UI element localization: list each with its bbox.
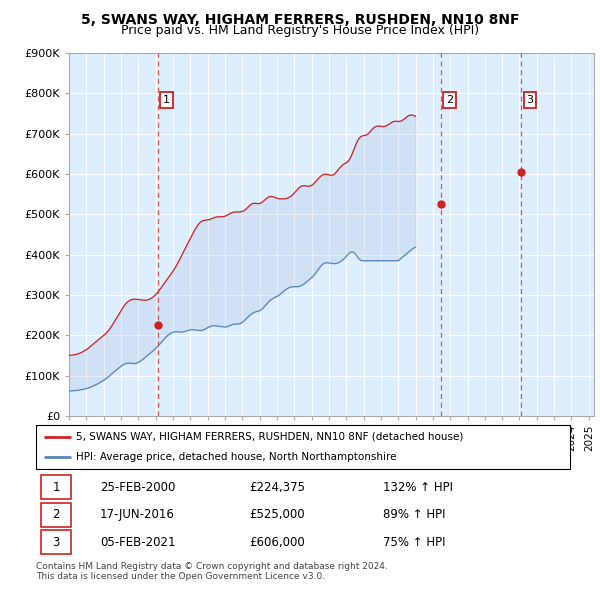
Text: £525,000: £525,000 [250, 508, 305, 522]
Text: 2: 2 [52, 508, 60, 522]
Text: £224,375: £224,375 [250, 481, 305, 494]
Text: 132% ↑ HPI: 132% ↑ HPI [383, 481, 453, 494]
Text: 17-JUN-2016: 17-JUN-2016 [100, 508, 175, 522]
Text: 1: 1 [163, 95, 170, 105]
Text: Contains HM Land Registry data © Crown copyright and database right 2024.: Contains HM Land Registry data © Crown c… [36, 562, 388, 571]
Text: 05-FEB-2021: 05-FEB-2021 [100, 536, 176, 549]
Bar [41, 530, 71, 554]
Bar [41, 503, 71, 527]
Text: 3: 3 [526, 95, 533, 105]
Text: 5, SWANS WAY, HIGHAM FERRERS, RUSHDEN, NN10 8NF (detached house): 5, SWANS WAY, HIGHAM FERRERS, RUSHDEN, N… [76, 432, 463, 442]
Text: HPI: Average price, detached house, North Northamptonshire: HPI: Average price, detached house, Nort… [76, 452, 397, 462]
Text: Price paid vs. HM Land Registry's House Price Index (HPI): Price paid vs. HM Land Registry's House … [121, 24, 479, 37]
Text: This data is licensed under the Open Government Licence v3.0.: This data is licensed under the Open Gov… [36, 572, 325, 581]
Text: 3: 3 [52, 536, 60, 549]
Text: 89% ↑ HPI: 89% ↑ HPI [383, 508, 446, 522]
Bar [41, 476, 71, 499]
Text: £606,000: £606,000 [250, 536, 305, 549]
Text: 75% ↑ HPI: 75% ↑ HPI [383, 536, 446, 549]
Text: 2: 2 [446, 95, 453, 105]
Text: 1: 1 [52, 481, 60, 494]
Text: 5, SWANS WAY, HIGHAM FERRERS, RUSHDEN, NN10 8NF: 5, SWANS WAY, HIGHAM FERRERS, RUSHDEN, N… [81, 13, 519, 27]
Text: 25-FEB-2000: 25-FEB-2000 [100, 481, 175, 494]
